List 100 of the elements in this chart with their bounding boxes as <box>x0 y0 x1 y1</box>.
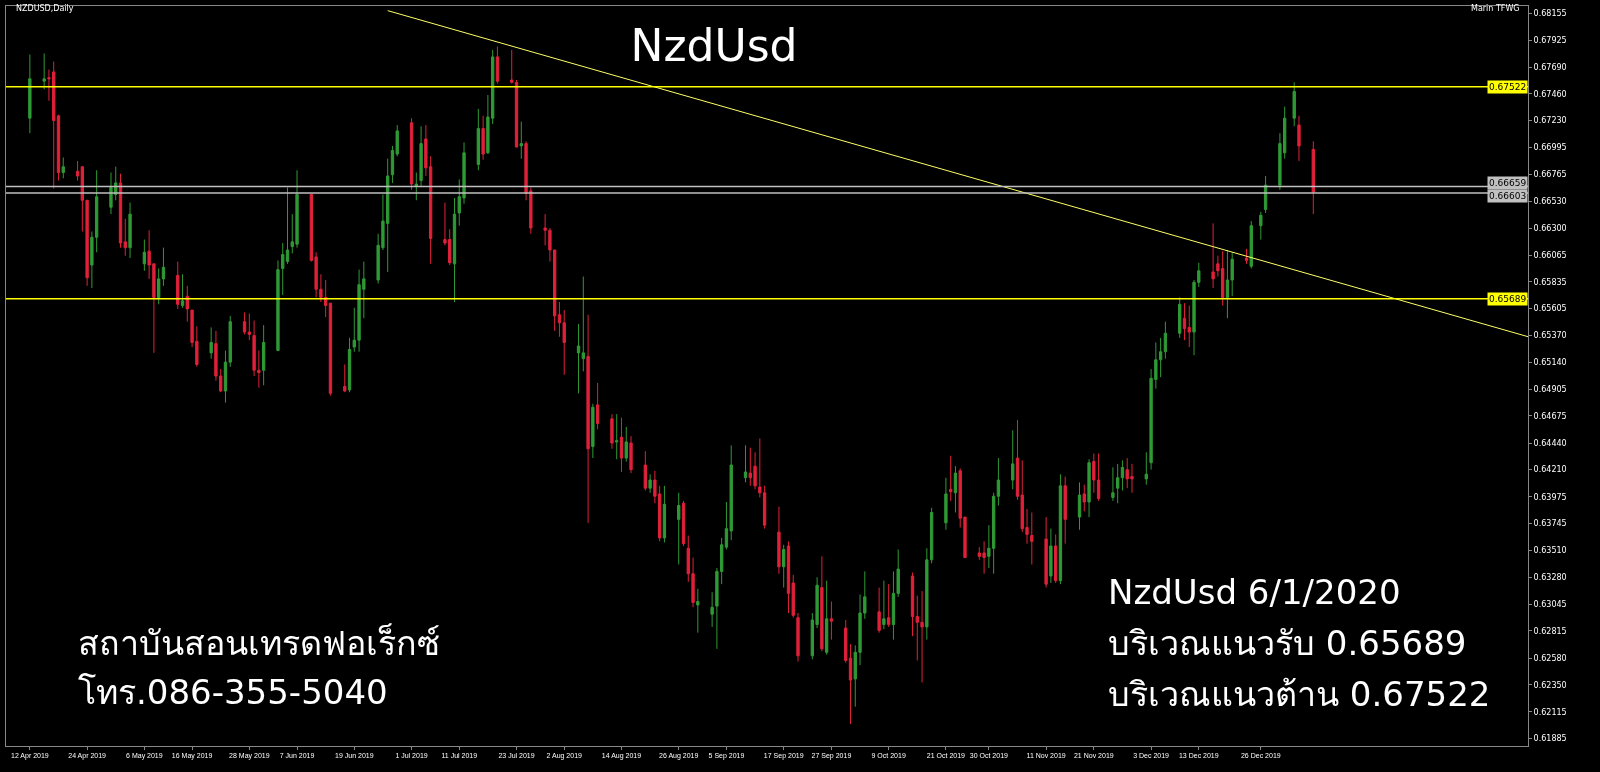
ref-line-label: 0.66603 <box>1489 191 1527 201</box>
y-tick-label: 0.63045 <box>1533 600 1567 610</box>
annotation: โทร.086-355-5040 <box>78 672 388 712</box>
candlestick <box>1096 452 1101 502</box>
candlestick <box>343 363 347 393</box>
candlestick <box>1249 220 1253 269</box>
candlestick <box>409 117 414 191</box>
candlestick <box>419 125 423 187</box>
candlestick <box>476 108 481 171</box>
candlestick <box>414 172 418 201</box>
candlestick <box>648 473 652 494</box>
candlestick <box>591 403 595 459</box>
candlestick <box>949 455 953 502</box>
candlestick <box>1259 211 1263 241</box>
candlestick <box>877 587 881 634</box>
ref-line-label: 0.66659 <box>1489 178 1527 188</box>
candlestick <box>1244 248 1249 265</box>
annotation: สถาบันสอนเทรดฟอเร็กซ์ <box>78 623 440 663</box>
y-tick-label: 0.61885 <box>1533 734 1567 744</box>
candlestick <box>796 612 800 663</box>
y-tick-label: 0.62580 <box>1533 653 1567 663</box>
candlestick <box>743 444 748 483</box>
candlestick <box>677 492 681 565</box>
candlestick <box>615 413 619 460</box>
candlestick <box>247 313 251 341</box>
y-tick-label: 0.62350 <box>1533 680 1567 690</box>
candlestick <box>1178 296 1182 339</box>
ref-line-label: 0.67522 <box>1489 82 1527 92</box>
candlestick <box>1144 451 1148 486</box>
ref-line-label: 0.65689 <box>1489 294 1527 304</box>
candlestick <box>624 426 628 463</box>
candlestick <box>829 600 834 641</box>
y-tick-label: 0.66995 <box>1533 143 1567 153</box>
annotation: บริเวณแนวต้าน 0.67522 <box>1108 674 1491 714</box>
candlestick <box>1063 476 1067 545</box>
candlestick <box>128 202 132 259</box>
candlestick <box>1292 81 1296 127</box>
candlestick <box>643 450 647 491</box>
y-tick-label: 0.67690 <box>1533 63 1567 73</box>
candlestick <box>1030 511 1034 565</box>
candlestick <box>1111 466 1115 502</box>
candlestick <box>28 54 32 134</box>
y-tick-label: 0.68155 <box>1533 9 1567 19</box>
y-tick-label: 0.64210 <box>1533 465 1567 475</box>
candlestick <box>242 311 247 335</box>
y-tick-label: 0.65605 <box>1533 304 1567 314</box>
y-tick-label: 0.63510 <box>1533 546 1567 556</box>
y-tick-label: 0.64440 <box>1533 438 1567 448</box>
candlestick <box>1220 250 1225 306</box>
annotation: NZDUSD,Daily <box>16 4 74 13</box>
candlestick <box>586 314 590 524</box>
y-tick-label: 0.64905 <box>1533 385 1567 395</box>
candlestick <box>619 417 624 473</box>
candlestick <box>1044 516 1048 589</box>
candlestick <box>944 477 948 531</box>
candlestick <box>786 540 791 614</box>
candlestick <box>481 115 485 161</box>
candlestick <box>1049 528 1053 584</box>
candlestick <box>495 45 500 84</box>
annotation: NzdUsd 6/1/2020 <box>1108 572 1401 612</box>
candlestick <box>1082 484 1086 512</box>
candlestick <box>1053 533 1058 584</box>
candlestick <box>1297 115 1301 162</box>
candlestick <box>996 457 1001 506</box>
candlestick <box>276 259 280 352</box>
y-tick-label: 0.66530 <box>1533 197 1567 207</box>
candlestick <box>42 52 46 90</box>
candlestick <box>681 500 686 547</box>
candlestick <box>180 273 185 309</box>
candlestick <box>1211 222 1215 289</box>
candlestick <box>991 492 996 575</box>
annotation: Marin TFWG <box>1471 4 1520 13</box>
y-tick-label: 0.67460 <box>1533 89 1567 99</box>
y-tick-label: 0.65370 <box>1533 331 1567 341</box>
candlestick <box>882 580 886 630</box>
candlestick <box>1116 463 1120 504</box>
candlestick <box>1311 140 1315 215</box>
candlestick <box>1187 304 1191 348</box>
candlestick <box>61 156 65 179</box>
y-tick-label: 0.65835 <box>1533 277 1567 287</box>
candlestick <box>142 239 147 272</box>
candlestick <box>595 382 600 430</box>
candlestick <box>777 506 781 575</box>
candlestick <box>261 324 266 386</box>
candlestick <box>824 580 829 656</box>
y-tick-label: 0.66765 <box>1533 170 1567 180</box>
candlestick <box>629 435 633 474</box>
candlestick <box>176 261 180 310</box>
y-tick-label: 0.67925 <box>1533 35 1567 45</box>
candlestick <box>696 588 700 634</box>
candlestick <box>982 540 986 575</box>
candlestick <box>662 485 667 543</box>
candlestick <box>887 583 891 628</box>
y-tick-label: 0.64675 <box>1533 411 1567 421</box>
candlestick <box>1225 249 1230 319</box>
annotation: บริเวณแนวรับ 0.65689 <box>1108 623 1467 663</box>
candlestick <box>1058 473 1063 585</box>
candlestick <box>75 160 80 182</box>
candlestick <box>1163 321 1168 360</box>
y-tick-label: 0.66300 <box>1533 223 1567 233</box>
